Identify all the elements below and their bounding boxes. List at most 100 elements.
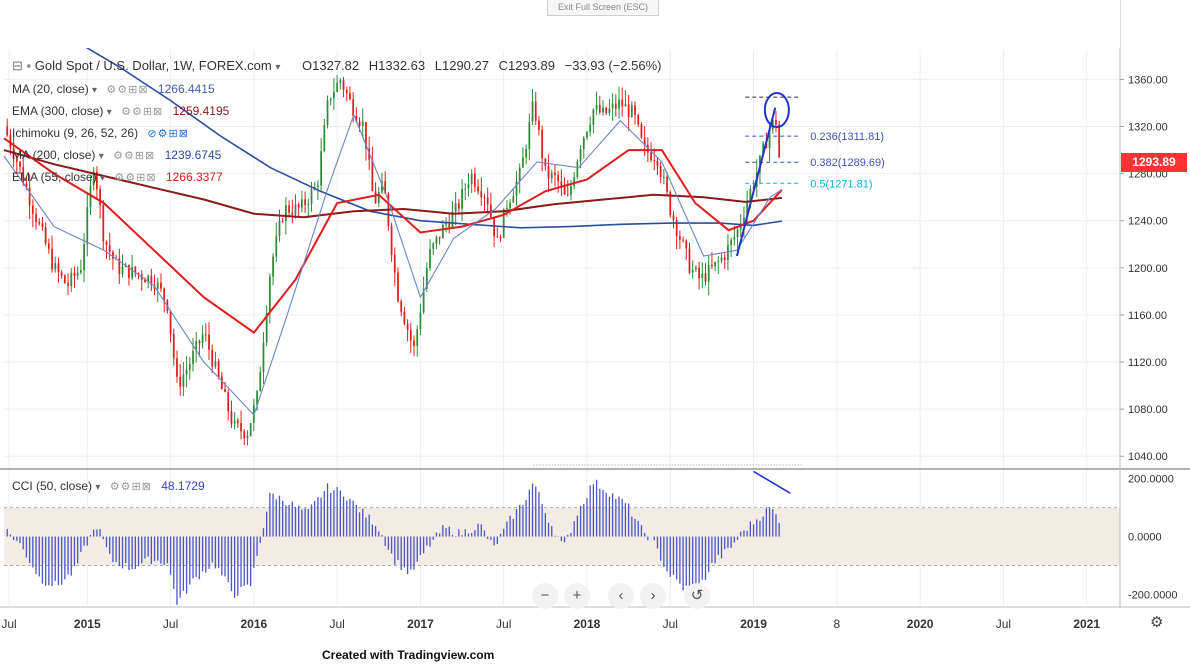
indicator-controls-icon[interactable]: ⚙⚙⊞⊠ [121, 106, 164, 118]
candle-body [397, 272, 399, 302]
symbol-title[interactable]: Gold Spot / U.S. Dollar, 1W, FOREX.com [34, 58, 272, 73]
candle-body [214, 361, 217, 367]
candle-body [669, 191, 672, 216]
chevron-down-icon[interactable]: ▾ [275, 62, 281, 73]
indicator-value: 1239.6745 [164, 148, 222, 162]
candle-body [291, 212, 294, 215]
candle-body [464, 188, 467, 190]
candle-body [134, 266, 137, 274]
candle-body [131, 266, 134, 279]
chevron-down-icon[interactable]: ▾ [95, 482, 101, 493]
indicator-legend-ema55[interactable]: EMA (55, close) ▾ ⚙⚙⊞⊠ 1266.3377 [12, 170, 223, 184]
candle-body [163, 288, 166, 301]
chevron-down-icon[interactable]: ▾ [92, 85, 98, 96]
candle-body [605, 107, 608, 114]
candle-body [432, 243, 435, 249]
symbol-swatch-icon: ▪ [26, 58, 32, 73]
candle-body [96, 171, 98, 190]
indicator-controls-icon[interactable]: ⊘⚙⊞⊠ [147, 128, 189, 140]
candle-body [381, 181, 383, 193]
low-value: L1290.27 [434, 58, 489, 73]
candle-body [352, 99, 355, 116]
indicator-legend-ma200[interactable]: MA (200, close) ▾ ⚙⚙⊞⊠ 1239.6745 [12, 148, 221, 162]
candle-body [365, 121, 367, 149]
indicator-controls-icon[interactable]: ⚙⚙⊞⊠ [109, 481, 152, 493]
scroll-right-button[interactable]: › [640, 583, 666, 609]
candle-body [118, 258, 121, 275]
candle-body [38, 222, 41, 224]
candle-body [563, 185, 566, 195]
candle-body [688, 248, 691, 273]
indicator-label[interactable]: CCI (50, close) [12, 479, 93, 493]
indicator-controls-icon[interactable]: ⚙⚙⊞⊠ [114, 172, 157, 184]
chevron-down-icon[interactable]: ▾ [106, 107, 112, 118]
chart-area[interactable]: 0.236(1311.81) 0.382(1289.69) 0.5(1271.81)… [0, 48, 1190, 636]
candle-body [736, 229, 739, 237]
candle-body [35, 213, 37, 223]
indicator-controls-icon[interactable]: ⚙⚙⊞⊠ [106, 84, 149, 96]
reset-chart-button[interactable]: ↺ [684, 583, 710, 609]
close-value: C1293.89 [498, 58, 556, 73]
ema300-line [3, 149, 783, 219]
zoom-in-button[interactable]: + [564, 583, 590, 609]
high-value: H1332.63 [368, 58, 426, 73]
candle-body [121, 266, 124, 275]
indicator-controls-icon[interactable]: ⚙⚙⊞⊠ [113, 150, 156, 162]
indicator-legend-ichimoku[interactable]: Ichimoku (9, 26, 52, 26) ⊘⚙⊞⊠ [12, 126, 189, 140]
indicator-label[interactable]: EMA (300, close) [12, 104, 104, 118]
candle-body [9, 135, 12, 148]
candle-body [160, 282, 162, 289]
indicator-label[interactable]: EMA (55, close) [12, 170, 97, 184]
time-tick-label: Jul [163, 617, 178, 631]
candle-body [419, 312, 422, 330]
candle-body [704, 273, 707, 282]
indicator-label[interactable]: MA (200, close) [12, 148, 96, 162]
candle-body [217, 361, 220, 377]
candle-body [400, 301, 403, 312]
zoom-out-button[interactable]: − [532, 583, 558, 609]
chevron-down-icon[interactable]: ▾ [98, 151, 104, 162]
candle-body [662, 176, 665, 178]
candle-body [41, 223, 44, 228]
cci-legend[interactable]: CCI (50, close) ▾ ⚙⚙⊞⊠ 48.1729 [12, 479, 205, 493]
candle-body [192, 350, 194, 364]
time-tick-label: 2021 [1073, 617, 1100, 631]
candle-body [176, 358, 178, 377]
time-tick-label: Jul [996, 617, 1011, 631]
candle-body [227, 391, 230, 412]
candle-body [249, 423, 252, 436]
candle-body [144, 279, 146, 283]
candle-body [76, 272, 79, 277]
candle-body [448, 223, 451, 228]
cci-tick-label: -200.0000 [1128, 589, 1178, 601]
candle-body [102, 205, 105, 242]
candle-body [185, 369, 188, 375]
candle-body [358, 121, 361, 126]
candle-body [534, 101, 537, 121]
time-tick-label: Jul [1, 617, 16, 631]
candle-body [355, 115, 358, 122]
time-tick-label: 2016 [240, 617, 267, 631]
scroll-left-button[interactable]: ‹ [608, 583, 634, 609]
candle-body [618, 99, 620, 109]
candle-body [409, 329, 412, 341]
gear-icon[interactable]: ⚙ [1150, 614, 1164, 631]
candle-body [57, 263, 60, 273]
candle-body [403, 311, 406, 324]
indicator-legend-ema300[interactable]: EMA (300, close) ▾ ⚙⚙⊞⊠ 1259.4195 [12, 104, 229, 118]
candle-body [297, 204, 300, 208]
time-tick-label: Jul [329, 617, 344, 631]
collapse-icon[interactable]: ⊟ [12, 58, 23, 73]
indicator-legend-ma20[interactable]: MA (20, close) ▾ ⚙⚙⊞⊠ 1266.4415 [12, 82, 215, 96]
candle-body [211, 349, 214, 367]
candle-body [44, 227, 47, 244]
candle-body [707, 265, 710, 282]
price-tick-label: 1120.00 [1128, 357, 1167, 369]
chevron-down-icon[interactable]: ▾ [100, 173, 106, 184]
indicator-label[interactable]: MA (20, close) [12, 82, 89, 96]
exit-fullscreen-button[interactable]: Exit Full Screen (ESC) [547, 0, 659, 16]
indicator-label[interactable]: Ichimoku (9, 26, 52, 26) [12, 126, 139, 140]
candle-body [150, 275, 153, 286]
candle-body [579, 149, 582, 162]
candle-body [73, 272, 76, 277]
